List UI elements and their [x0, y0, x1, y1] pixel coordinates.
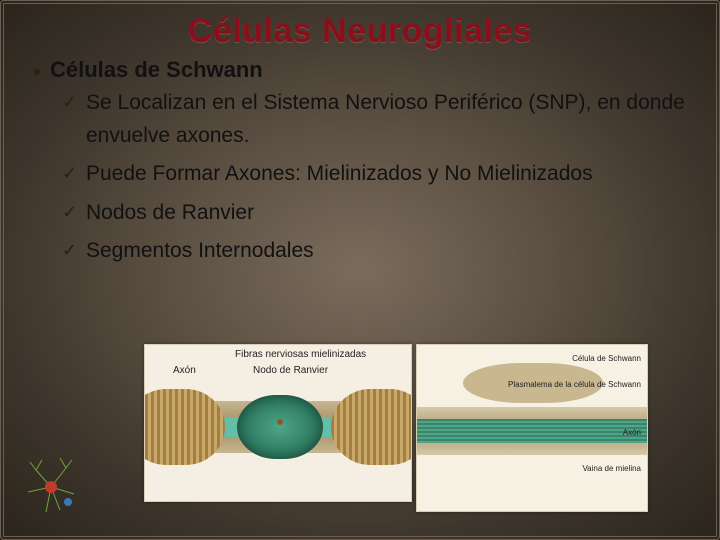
- list-heading-row: Células de Schwann: [32, 57, 688, 83]
- figure-label: Fibras nerviosas mielinizadas: [235, 349, 366, 360]
- bullet-dot-icon: [34, 69, 40, 75]
- list-item: ✓ Segmentos Internodales: [62, 235, 688, 268]
- figure-label: Vaina de mielina: [582, 465, 641, 474]
- page-title: Células Neurogliales: [32, 12, 688, 51]
- check-icon: ✓: [62, 89, 80, 117]
- neuron-icon: [16, 452, 86, 522]
- sub-bullets: ✓ Se Localizan en el Sistema Nervioso Pe…: [62, 87, 688, 268]
- check-icon: ✓: [62, 237, 80, 265]
- list-item-text: Se Localizan en el Sistema Nervioso Peri…: [86, 87, 688, 152]
- figure-label: Plasmalema de la célula de Schwann: [508, 381, 641, 390]
- list-item-text: Segmentos Internodales: [86, 235, 314, 268]
- figure-node-ranvier: Fibras nerviosas mielinizadas Axón Nodo …: [144, 344, 412, 502]
- list-item: ✓ Se Localizan en el Sistema Nervioso Pe…: [62, 87, 688, 152]
- figure-label: Nodo de Ranvier: [253, 365, 328, 376]
- figure-label: Axón: [623, 429, 641, 438]
- list-item-text: Nodos de Ranvier: [86, 197, 254, 230]
- figure-label: Célula de Schwann: [572, 355, 641, 364]
- figure-label: Axón: [173, 365, 196, 376]
- bullet-list: Células de Schwann ✓ Se Localizan en el …: [32, 57, 688, 268]
- figure-schwann-cell: Célula de Schwann Plasmalema de la célul…: [416, 344, 648, 512]
- list-item: ✓ Puede Formar Axones: Mielinizados y No…: [62, 158, 688, 191]
- slide: Células Neurogliales Células de Schwann …: [0, 0, 720, 540]
- list-heading: Células de Schwann: [50, 57, 263, 83]
- list-item: ✓ Nodos de Ranvier: [62, 197, 688, 230]
- figure-row: Fibras nerviosas mielinizadas Axón Nodo …: [144, 344, 648, 512]
- list-item-text: Puede Formar Axones: Mielinizados y No M…: [86, 158, 593, 191]
- check-icon: ✓: [62, 199, 80, 227]
- check-icon: ✓: [62, 160, 80, 188]
